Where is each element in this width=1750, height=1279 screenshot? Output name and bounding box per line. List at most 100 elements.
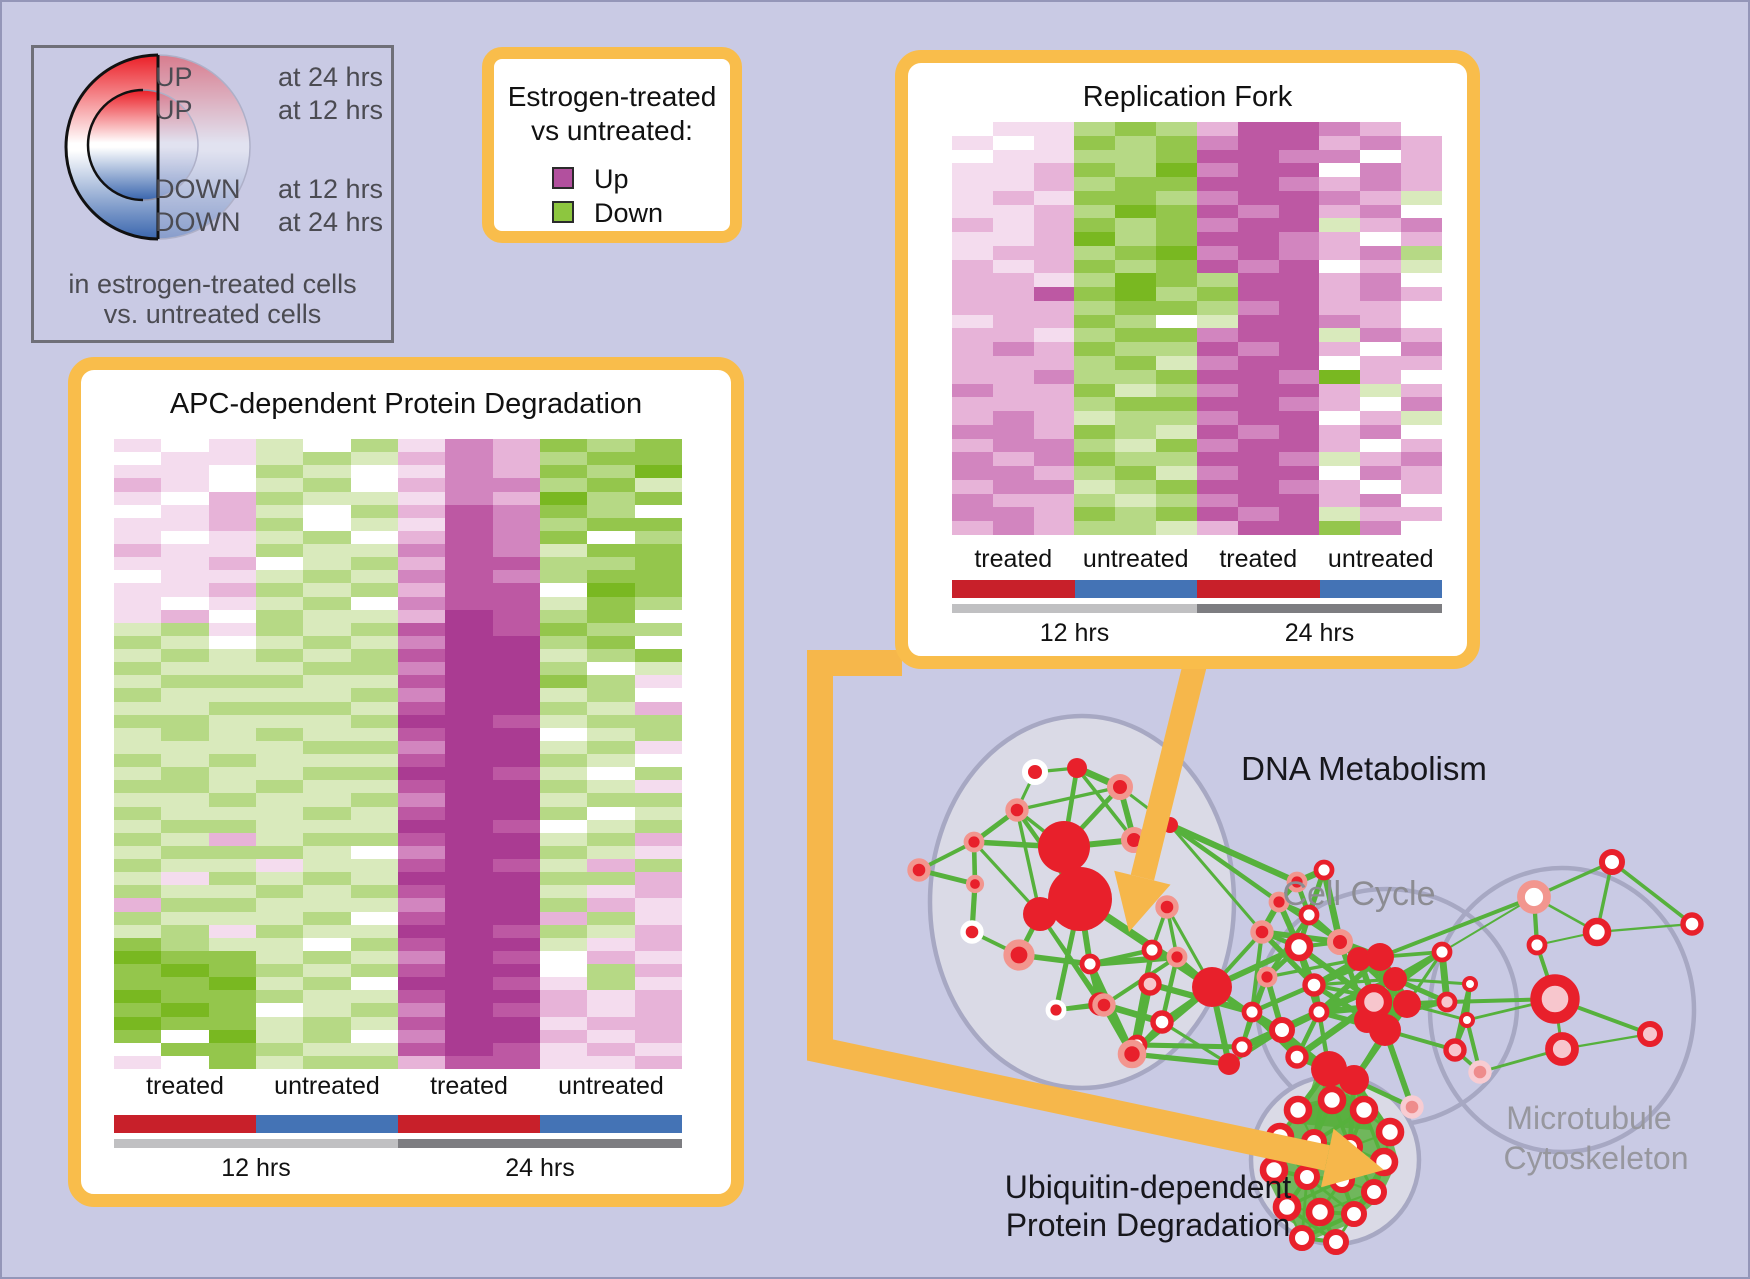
heatmap-cell — [952, 397, 993, 412]
heatmap-cell — [1237, 328, 1279, 343]
heatmap-cell — [208, 530, 256, 544]
heatmap-cell — [587, 885, 635, 899]
heatmap-cell — [255, 727, 304, 741]
heatmap-cell — [445, 1042, 493, 1056]
heatmap-cell — [587, 609, 635, 623]
heatmap-cell — [445, 898, 493, 912]
heatmap-cell — [397, 898, 446, 912]
heatmap-cell — [1237, 521, 1279, 535]
heatmap-cell — [492, 530, 540, 544]
time-bar-segment — [952, 604, 1197, 613]
heatmap-cell — [114, 635, 162, 649]
heatmap-cell — [445, 740, 493, 754]
heatmap-cell — [1156, 149, 1197, 164]
updown-caption-line2: vs. untreated cells — [103, 299, 322, 329]
heatmap-cell — [634, 924, 682, 938]
time-bar-segment — [1197, 604, 1442, 613]
heatmap-cell — [1401, 163, 1442, 178]
heatmap-cell — [114, 714, 162, 728]
heatmap-cell — [1278, 479, 1320, 494]
network-node — [1347, 947, 1371, 971]
heatmap-cell — [350, 937, 398, 951]
heatmap-cell — [161, 964, 209, 978]
heatmap-cell — [161, 688, 209, 702]
heatmap-cell — [1401, 190, 1442, 205]
heatmap-cell — [1156, 397, 1197, 412]
heatmap-cell — [634, 740, 682, 754]
heatmap-cell — [1237, 397, 1279, 412]
heatmap-cell — [445, 806, 493, 820]
heatmap-cell — [539, 675, 588, 689]
heatmap-cell — [1237, 190, 1279, 205]
heatmap-cell — [303, 740, 351, 754]
heatmap-cell — [255, 832, 304, 846]
network-node — [907, 858, 931, 882]
heatmap-cell — [303, 649, 351, 663]
heatmap-cell — [114, 452, 162, 466]
heatmap-cell — [1156, 507, 1197, 522]
heatmap-cell — [634, 964, 682, 978]
heatmap-cell — [1196, 342, 1238, 357]
heatmap-cell — [161, 780, 209, 794]
heatmap-cell — [1278, 273, 1320, 288]
apc-panel-title: APC-dependent Protein Degradation — [169, 388, 643, 420]
heatmap-cell — [255, 964, 304, 978]
heatmap-cell — [539, 439, 588, 453]
heatmap-cell — [445, 1055, 493, 1069]
heatmap-cell — [161, 1042, 209, 1056]
heatmap-cell — [587, 688, 635, 702]
heatmap-cell — [397, 937, 446, 951]
heatmap-cell — [1237, 287, 1279, 301]
heatmap-cell — [587, 452, 635, 466]
heatmap-cell — [1401, 438, 1442, 453]
heatmap-cell — [114, 911, 162, 925]
heatmap-cell — [208, 439, 256, 453]
heatmap-cell — [1156, 190, 1197, 205]
heatmap-cell — [492, 491, 540, 505]
heatmap-cell — [539, 885, 588, 899]
heatmap-cell — [114, 977, 162, 991]
time-bar-segment — [114, 1139, 398, 1148]
heatmap-cell — [255, 662, 304, 676]
heatmap-cell — [587, 977, 635, 991]
heatmap-cell — [1156, 204, 1197, 219]
heatmap-cell — [492, 740, 540, 754]
heatmap-cell — [587, 937, 635, 951]
heatmap-cell — [1115, 479, 1157, 494]
heatmap-cell — [1319, 259, 1361, 274]
heatmap-cell — [208, 832, 256, 846]
heatmap-cell — [303, 478, 351, 492]
heatmap-cell — [539, 819, 588, 833]
heatmap-cell — [397, 832, 446, 846]
treatment-legend-title-line2: vs untreated: — [531, 115, 693, 146]
heatmap-cell — [492, 793, 540, 807]
heatmap-cell — [992, 190, 1034, 205]
heatmap-cell — [1196, 479, 1238, 494]
heatmap-cell — [397, 859, 446, 873]
heatmap-cell — [1360, 273, 1402, 288]
heatmap-cell — [161, 1003, 209, 1017]
heatmap-cell — [587, 635, 635, 649]
heatmap-cell — [539, 465, 588, 479]
heatmap-cell — [350, 517, 398, 531]
heatmap-cell — [303, 504, 351, 518]
heatmap-cell — [161, 793, 209, 807]
heatmap-cell — [445, 1029, 493, 1043]
time-label: 12 hrs — [1039, 619, 1110, 647]
group-label: untreated — [274, 1072, 380, 1100]
heatmap-cell — [1115, 218, 1157, 233]
heatmap-cell — [1033, 369, 1075, 384]
heatmap-cell — [952, 383, 993, 398]
heatmap-cell — [492, 439, 540, 453]
heatmap-cell — [539, 530, 588, 544]
apc-treatment-colorbar — [114, 1115, 682, 1133]
network-edge — [1266, 957, 1360, 979]
heatmap-cell — [114, 675, 162, 689]
heatmap-cell — [1033, 245, 1075, 260]
heatmap-cell — [539, 649, 588, 663]
heatmap-cell — [539, 1042, 588, 1056]
heatmap-cell — [1196, 149, 1238, 164]
heatmap-cell — [161, 622, 209, 636]
heatmap-cell — [1278, 232, 1320, 246]
heatmap-cell — [397, 596, 446, 610]
